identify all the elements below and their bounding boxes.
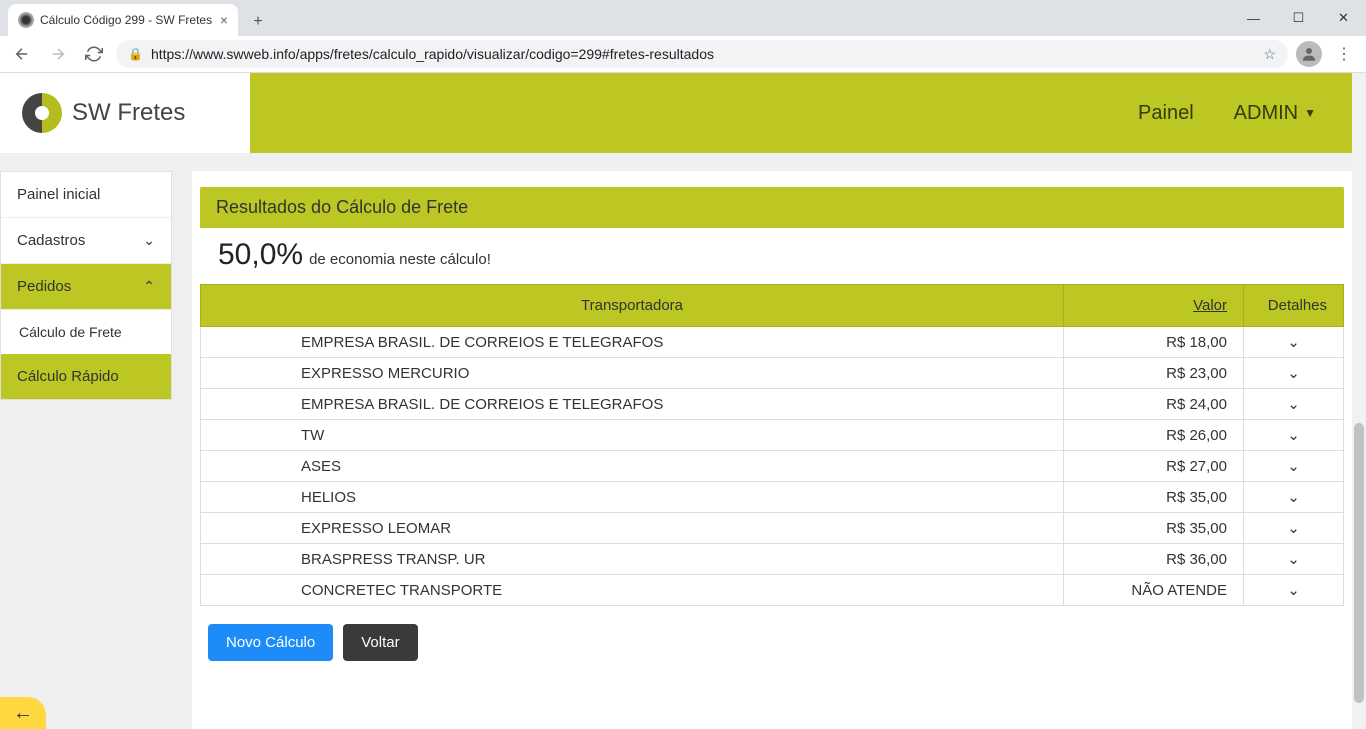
table-row: BRASPRESS TRANSP. URR$ 36,00⌄ xyxy=(201,544,1344,575)
cell-valor: R$ 36,00 xyxy=(1064,544,1244,575)
logo-area[interactable]: SW Fretes xyxy=(0,73,250,153)
sidebar-item-label: Cadastros xyxy=(17,232,85,249)
cell-transportadora: EXPRESSO LEOMAR xyxy=(201,513,1064,544)
sidebar: Painel inicial Cadastros ⌄ Pedidos ⌃ Cál… xyxy=(0,171,172,400)
cell-transportadora: HELIOS xyxy=(201,482,1064,513)
browser-tab[interactable]: Cálculo Código 299 - SW Fretes × xyxy=(8,4,238,36)
page: SW Fretes Painel ADMIN ▼ Painel inicial … xyxy=(0,73,1366,729)
topbar: SW Fretes Painel ADMIN ▼ xyxy=(0,73,1366,153)
sidebar-item-label: Painel inicial xyxy=(17,186,100,203)
cell-valor: R$ 35,00 xyxy=(1064,513,1244,544)
table-row: ASESR$ 27,00⌄ xyxy=(201,451,1344,482)
expand-row-button[interactable]: ⌄ xyxy=(1244,575,1344,606)
expand-row-button[interactable]: ⌄ xyxy=(1244,420,1344,451)
table-row: CONCRETEC TRANSPORTENÃO ATENDE⌄ xyxy=(201,575,1344,606)
minimize-button[interactable]: — xyxy=(1231,0,1276,36)
cell-valor: R$ 24,00 xyxy=(1064,389,1244,420)
close-window-button[interactable]: ✕ xyxy=(1321,0,1366,36)
scrollbar-thumb[interactable] xyxy=(1354,423,1364,703)
chevron-up-icon: ⌃ xyxy=(143,278,155,295)
table-row: EMPRESA BRASIL. DE CORREIOS E TELEGRAFOS… xyxy=(201,327,1344,358)
table-row: EXPRESSO LEOMARR$ 35,00⌄ xyxy=(201,513,1344,544)
table-row: HELIOSR$ 35,00⌄ xyxy=(201,482,1344,513)
cell-valor: R$ 26,00 xyxy=(1064,420,1244,451)
cell-transportadora: TW xyxy=(201,420,1064,451)
topbar-nav: Painel ADMIN ▼ xyxy=(250,73,1366,153)
table-row: EXPRESSO MERCURIOR$ 23,00⌄ xyxy=(201,358,1344,389)
sidebar-item-label: Cálculo Rápido xyxy=(17,368,119,385)
favicon xyxy=(18,12,34,28)
economy-summary: 50,0% de economia neste cálculo! xyxy=(200,228,1344,284)
expand-row-button[interactable]: ⌄ xyxy=(1244,513,1344,544)
new-tab-button[interactable]: + xyxy=(244,8,272,36)
chevron-down-icon: ▼ xyxy=(1304,106,1316,120)
sidebar-item-painel-inicial[interactable]: Painel inicial xyxy=(1,172,171,218)
main-panel: Resultados do Cálculo de Frete 50,0% de … xyxy=(192,171,1352,729)
url-field[interactable]: 🔒 https://www.swweb.info/apps/fretes/cal… xyxy=(116,40,1288,68)
expand-row-button[interactable]: ⌄ xyxy=(1244,482,1344,513)
cell-transportadora: EXPRESSO MERCURIO xyxy=(201,358,1064,389)
maximize-button[interactable]: ☐ xyxy=(1276,0,1321,36)
address-bar: 🔒 https://www.swweb.info/apps/fretes/cal… xyxy=(0,36,1366,72)
window-controls: — ☐ ✕ xyxy=(1231,0,1366,36)
table-row: TWR$ 26,00⌄ xyxy=(201,420,1344,451)
sidebar-sub-calculo-frete[interactable]: Cálculo de Frete xyxy=(1,310,171,354)
cell-transportadora: EMPRESA BRASIL. DE CORREIOS E TELEGRAFOS xyxy=(201,389,1064,420)
body-row: Painel inicial Cadastros ⌄ Pedidos ⌃ Cál… xyxy=(0,153,1366,729)
sidebar-item-label: Cálculo de Frete xyxy=(19,324,122,340)
nav-admin-label: ADMIN xyxy=(1234,102,1298,125)
expand-row-button[interactable]: ⌄ xyxy=(1244,451,1344,482)
star-icon[interactable]: ☆ xyxy=(1263,46,1276,63)
cell-valor: R$ 35,00 xyxy=(1064,482,1244,513)
sidebar-sub-calculo-rapido[interactable]: Cálculo Rápido xyxy=(1,354,171,399)
col-header-transportadora[interactable]: Transportadora xyxy=(201,285,1064,327)
cell-transportadora: ASES xyxy=(201,451,1064,482)
back-fab[interactable]: ← xyxy=(0,697,46,729)
sidebar-item-pedidos[interactable]: Pedidos ⌃ xyxy=(1,264,171,310)
sidebar-item-label: Pedidos xyxy=(17,278,71,295)
tab-bar: Cálculo Código 299 - SW Fretes × + — ☐ ✕ xyxy=(0,0,1366,36)
cell-transportadora: BRASPRESS TRANSP. UR xyxy=(201,544,1064,575)
nav-admin[interactable]: ADMIN ▼ xyxy=(1234,102,1316,125)
tab-title: Cálculo Código 299 - SW Fretes xyxy=(40,13,214,27)
nav-painel-label: Painel xyxy=(1138,102,1194,125)
voltar-button[interactable]: Voltar xyxy=(343,624,417,661)
cell-valor: NÃO ATENDE xyxy=(1064,575,1244,606)
col-header-detalhes: Detalhes xyxy=(1244,285,1344,327)
cell-valor: R$ 23,00 xyxy=(1064,358,1244,389)
col-header-valor[interactable]: Valor xyxy=(1064,285,1244,327)
cell-valor: R$ 27,00 xyxy=(1064,451,1244,482)
url-text: https://www.swweb.info/apps/fretes/calcu… xyxy=(151,46,1255,62)
expand-row-button[interactable]: ⌄ xyxy=(1244,544,1344,575)
brand-name: SW Fretes xyxy=(72,99,185,127)
novo-calculo-button[interactable]: Novo Cálculo xyxy=(208,624,333,661)
panel-title: Resultados do Cálculo de Frete xyxy=(200,187,1344,228)
sidebar-item-cadastros[interactable]: Cadastros ⌄ xyxy=(1,218,171,264)
menu-dots-icon[interactable]: ⋮ xyxy=(1330,44,1358,64)
cell-valor: R$ 18,00 xyxy=(1064,327,1244,358)
scrollbar[interactable] xyxy=(1352,73,1366,729)
table-row: EMPRESA BRASIL. DE CORREIOS E TELEGRAFOS… xyxy=(201,389,1344,420)
chevron-down-icon: ⌄ xyxy=(143,232,155,249)
forward-button[interactable] xyxy=(44,40,72,68)
close-icon[interactable]: × xyxy=(220,12,228,28)
back-button[interactable] xyxy=(8,40,36,68)
nav-painel[interactable]: Painel xyxy=(1138,102,1194,125)
economy-text: de economia neste cálculo! xyxy=(309,251,491,268)
lock-icon: 🔒 xyxy=(128,47,143,61)
browser-chrome: Cálculo Código 299 - SW Fretes × + — ☐ ✕… xyxy=(0,0,1366,73)
button-row: Novo Cálculo Voltar xyxy=(200,606,1344,679)
expand-row-button[interactable]: ⌄ xyxy=(1244,327,1344,358)
results-table: Transportadora Valor Detalhes EMPRESA BR… xyxy=(200,284,1344,606)
expand-row-button[interactable]: ⌄ xyxy=(1244,358,1344,389)
expand-row-button[interactable]: ⌄ xyxy=(1244,389,1344,420)
logo-icon xyxy=(22,93,62,133)
reload-button[interactable] xyxy=(80,40,108,68)
profile-icon[interactable] xyxy=(1296,41,1322,67)
cell-transportadora: EMPRESA BRASIL. DE CORREIOS E TELEGRAFOS xyxy=(201,327,1064,358)
cell-transportadora: CONCRETEC TRANSPORTE xyxy=(201,575,1064,606)
economy-percentage: 50,0% xyxy=(218,238,303,272)
